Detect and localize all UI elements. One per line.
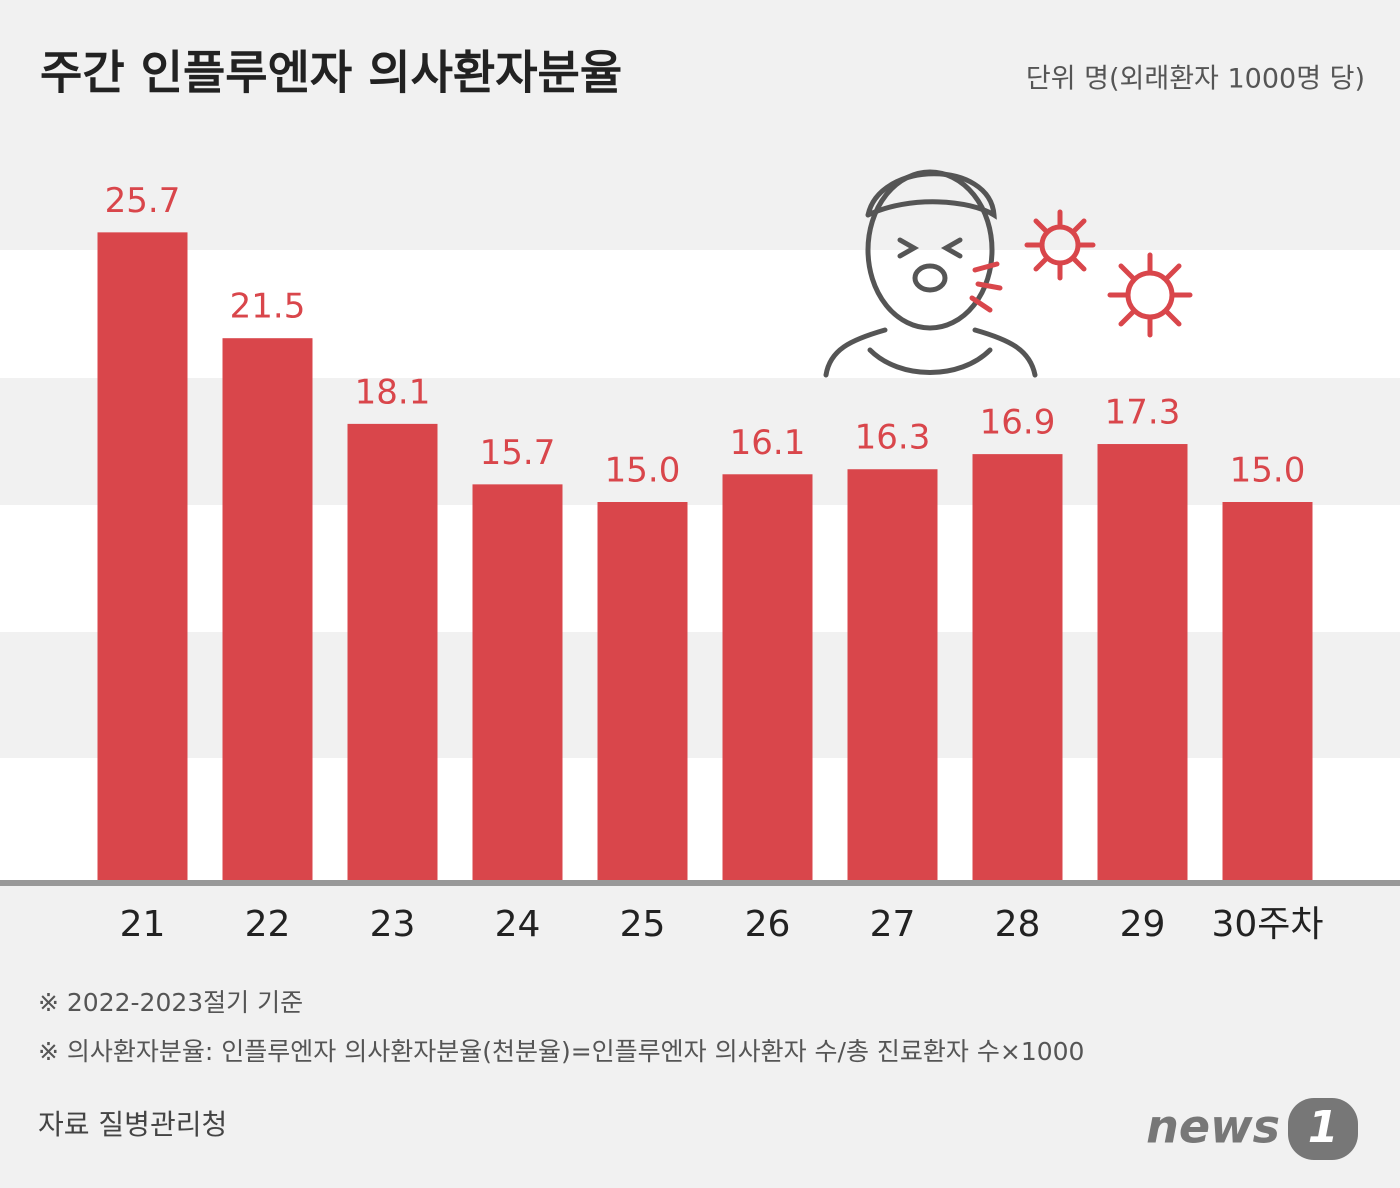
icon <box>823 169 1193 378</box>
chart-title: 주간 인플루엔자 의사환자분율 <box>40 46 622 100</box>
bar <box>97 232 188 881</box>
band <box>0 250 1400 378</box>
value-label: 16.9 <box>980 403 1056 443</box>
note: ※ 2022-2023절기 기준 <box>38 988 303 1017</box>
bar <box>1222 502 1313 880</box>
bar <box>847 469 938 880</box>
x-tick-label: 30주차 <box>1211 904 1323 945</box>
bar <box>347 423 438 880</box>
x-tick-label: 26 <box>745 904 791 945</box>
bar <box>722 474 813 880</box>
value-label: 18.1 <box>355 372 431 412</box>
x-tick-label: 24 <box>495 904 541 945</box>
x-tick-label: 29 <box>1120 904 1166 945</box>
value-label: 15.0 <box>605 451 681 491</box>
x-tick-label: 21 <box>120 904 166 945</box>
bar <box>472 484 563 880</box>
bar <box>972 454 1063 880</box>
note: ※ 의사환자분율: 인플루엔자 의사환자분율(천분율)=인플루엔자 의사환자 수… <box>38 1037 1084 1066</box>
band <box>0 758 1400 883</box>
value-label: 15.7 <box>480 433 556 473</box>
logo-badge <box>1288 1098 1358 1160</box>
value-label: 17.3 <box>1105 393 1181 433</box>
logo-badge-text: 1 <box>1308 1102 1339 1153</box>
bar <box>597 502 688 880</box>
value-label: 25.7 <box>105 181 181 221</box>
value-label: 15.0 <box>1230 451 1306 491</box>
x-tick-label: 23 <box>370 904 416 945</box>
x-tick-label: 22 <box>245 904 291 945</box>
bar <box>222 338 313 880</box>
source: 자료 질병관리청 <box>38 1108 227 1141</box>
value-label: 16.3 <box>855 418 931 458</box>
unit-note: 단위 명(외래환자 1000명 당) <box>1026 64 1365 95</box>
value-label: 21.5 <box>230 287 306 327</box>
baseline <box>0 880 1400 886</box>
x-tick-label: 25 <box>620 904 666 945</box>
band <box>0 505 1400 632</box>
bar <box>1097 444 1188 880</box>
logo: news <box>1146 1100 1280 1154</box>
x-tick-label: 28 <box>995 904 1041 945</box>
x-tick-label: 27 <box>870 904 916 945</box>
value-label: 16.1 <box>730 423 806 463</box>
